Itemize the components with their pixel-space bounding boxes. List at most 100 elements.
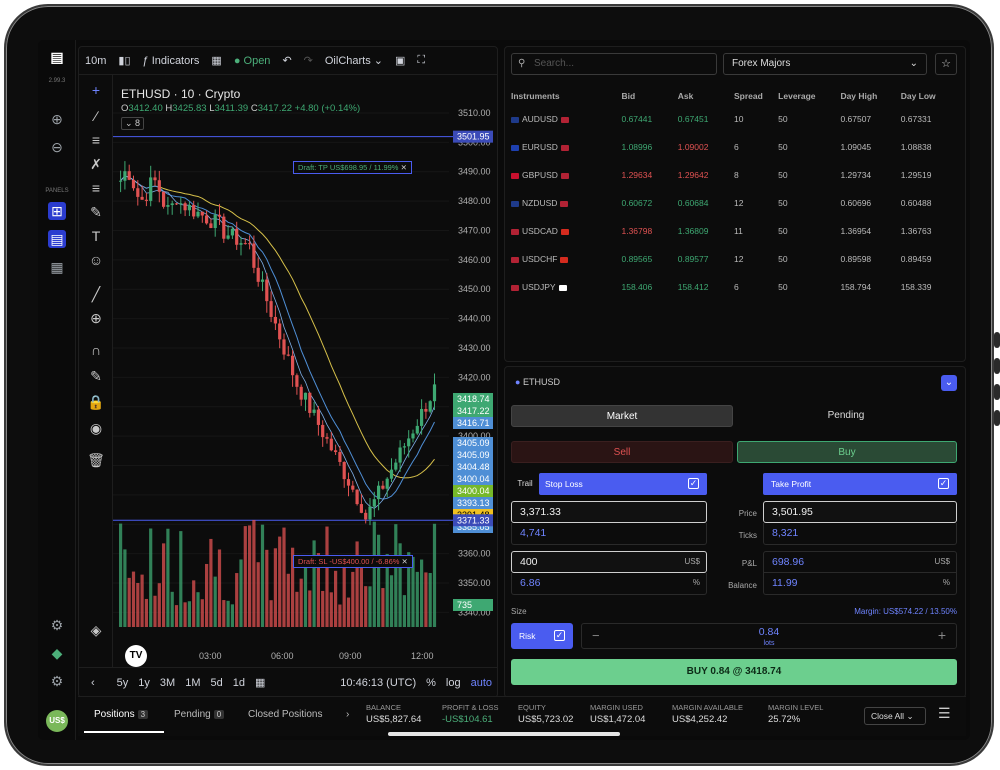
take-profit-checkbox[interactable]: ✓ (938, 478, 949, 489)
fullscreen-icon[interactable]: ⛶ (417, 54, 426, 66)
tab-market[interactable]: Market (511, 405, 733, 427)
trail-toggle[interactable]: Trail (517, 479, 533, 488)
table-row[interactable]: USDCAD 1.36798 1.36809 11 50 1.36954 1.36763 (511, 217, 961, 245)
ruler-icon[interactable]: ╱ (91, 286, 101, 302)
indicators-button[interactable]: ƒ Indicators (137, 55, 206, 67)
stop-loss-checkbox[interactable]: ✓ (688, 478, 699, 489)
buy-button[interactable]: Buy (737, 441, 957, 463)
text-tool-icon[interactable]: T (91, 228, 101, 244)
price-chart[interactable]: 3510.003500.003490.003480.003470.003460.… (113, 75, 499, 667)
col-instruments[interactable]: Instruments (511, 91, 560, 101)
size-value[interactable]: 0.84 (758, 626, 780, 638)
auto-toggle[interactable]: auto (470, 676, 492, 689)
brush-icon[interactable]: ✎ (90, 204, 102, 220)
submit-order-button[interactable]: BUY 0.84 @ 3418.74 (511, 659, 957, 685)
scroll-left-icon[interactable]: ‹ (91, 676, 95, 689)
fib-icon[interactable]: ≡ (91, 132, 101, 148)
calendar-panel-icon[interactable]: ▦ (50, 259, 64, 275)
risk-toggle[interactable]: Risk ✓ (511, 623, 573, 649)
sell-button[interactable]: Sell (511, 441, 733, 463)
collapse-chevron-icon[interactable]: ⌄ (941, 375, 957, 391)
interval-button[interactable]: 10m (85, 54, 107, 67)
increase-button[interactable]: + (937, 627, 946, 643)
projection-icon[interactable]: ≡ (91, 180, 101, 196)
table-row[interactable]: EURUSD 1.08996 1.09002 6 50 1.09045 1.08838 (511, 133, 961, 161)
close-icon[interactable]: ✕ (400, 163, 407, 172)
undo-icon[interactable]: ↶ (282, 55, 292, 67)
stop-loss-toggle[interactable]: Stop Loss ✓ (539, 473, 707, 495)
trade-panel-icon[interactable]: ▤ (48, 230, 66, 248)
col-spread[interactable]: Spread (733, 91, 763, 101)
tp-draft-label[interactable]: Draft: TP US$698.95 / 11.99% ✕ (293, 161, 412, 174)
magnet-icon[interactable]: ∩ (90, 342, 102, 358)
col-ask[interactable]: Ask (677, 91, 694, 101)
table-row[interactable]: USDCHF 0.89565 0.89577 12 50 0.89598 0.89459 (511, 245, 961, 273)
trendline-icon[interactable]: ∕ (94, 108, 98, 124)
sl-price-input[interactable]: 3,371.33 (511, 501, 707, 523)
log-toggle[interactable]: log (445, 676, 461, 689)
col-day-low[interactable]: Day Low (900, 91, 936, 101)
indicator-toggle[interactable]: ⌄ 8 (121, 117, 145, 130)
camera-icon[interactable]: ▣ (395, 55, 406, 67)
range-5d[interactable]: 5d (210, 676, 223, 689)
tab-pending-orders[interactable]: Pending 0 (174, 709, 225, 720)
tab-pending[interactable]: Pending (827, 410, 865, 421)
lock-drawings-icon[interactable]: ✎ (90, 368, 102, 384)
range-1y[interactable]: 1y (138, 676, 150, 689)
chevron-right-icon[interactable]: › (346, 709, 350, 720)
zoom-in-icon[interactable]: ⊕ (51, 111, 63, 127)
col-bid[interactable]: Bid (621, 91, 636, 101)
candle-style-icon[interactable]: ▮▯ (118, 55, 131, 67)
close-all-select[interactable]: Close All ⌄ (864, 707, 926, 725)
chart-canvas[interactable]: 3510.003500.003490.003480.003470.003460.… (113, 75, 499, 667)
favorite-star-icon[interactable]: ☆ (935, 53, 957, 75)
close-icon[interactable]: ✕ (401, 557, 408, 566)
emoji-icon[interactable]: ☺ (88, 252, 104, 268)
range-3m[interactable]: 3M (159, 676, 176, 689)
table-row[interactable]: NZDUSD 0.60672 0.60684 12 50 0.60696 0.60488 (511, 189, 961, 217)
tp-pl-input[interactable]: 698.96 US$ (763, 551, 957, 573)
crosshair-icon[interactable]: + (91, 82, 101, 98)
zoom-out-icon[interactable]: ⊖ (51, 139, 63, 155)
diamond-icon[interactable]: ◆ (51, 645, 63, 661)
col-day-high[interactable]: Day High (840, 91, 878, 101)
eye-icon[interactable]: ◉ (89, 420, 103, 436)
menu-icon[interactable]: ☰ (938, 705, 951, 721)
watchlist-select[interactable]: Forex Majors ⌄ (723, 53, 927, 75)
percent-toggle[interactable]: % (426, 676, 436, 689)
decrease-button[interactable]: − (592, 628, 600, 643)
take-profit-toggle[interactable]: Take Profit ✓ (763, 473, 957, 495)
risk-checkbox[interactable]: ✓ (554, 630, 565, 641)
sl-ticks-input[interactable]: 4,741 (511, 523, 707, 545)
search-input[interactable]: ⚲ Search... (511, 53, 717, 75)
redo-icon[interactable]: ↷ (303, 55, 313, 67)
trash-icon[interactable]: 🗑 (87, 452, 105, 468)
balance-avatar[interactable]: US$ (46, 710, 68, 732)
layout-select[interactable]: OilCharts ⌄ (324, 55, 383, 67)
layers-icon[interactable]: ◈ (90, 622, 102, 638)
chart-panel-icon[interactable]: ⊞ (48, 202, 66, 220)
layout-grid-icon[interactable]: ▦ (211, 55, 222, 67)
tp-balance-input[interactable]: 11.99% (763, 573, 957, 595)
gear-icon[interactable]: ⚙ (50, 673, 64, 689)
range-5y[interactable]: 5y (116, 676, 129, 689)
sl-pl-input[interactable]: 400 US$ (511, 551, 707, 573)
sl-balance-input[interactable]: 6.86% (511, 573, 707, 595)
size-stepper[interactable]: − 0.84 lots + (581, 623, 957, 649)
zoom-tool-icon[interactable]: ⊕ (90, 310, 102, 326)
date-range-icon[interactable]: ▦ (254, 677, 266, 689)
tp-ticks-input[interactable]: 8,321 (763, 523, 957, 545)
lock-icon[interactable]: 🔒 (87, 394, 105, 410)
table-row[interactable]: USDJPY 158.406 158.412 6 50 158.794 158.339 (511, 273, 961, 301)
sl-draft-label[interactable]: Draft: SL -US$400.00 / -6.86% ✕ (293, 555, 413, 568)
range-1d[interactable]: 1d (232, 676, 245, 689)
settings-icon[interactable]: ⚙ (50, 617, 64, 633)
tab-closed-positions[interactable]: Closed Positions (248, 709, 323, 720)
table-row[interactable]: AUDUSD 0.67441 0.67451 10 50 0.67507 0.67331 (511, 105, 961, 133)
tp-price-input[interactable]: 3,501.95 (763, 501, 957, 523)
range-1m[interactable]: 1M (185, 676, 201, 689)
pattern-icon[interactable]: ✗ (90, 156, 102, 172)
tab-positions[interactable]: Positions 3 (94, 709, 149, 720)
table-row[interactable]: GBPUSD 1.29634 1.29642 8 50 1.29734 1.29519 (511, 161, 961, 189)
col-leverage[interactable]: Leverage (778, 91, 816, 101)
